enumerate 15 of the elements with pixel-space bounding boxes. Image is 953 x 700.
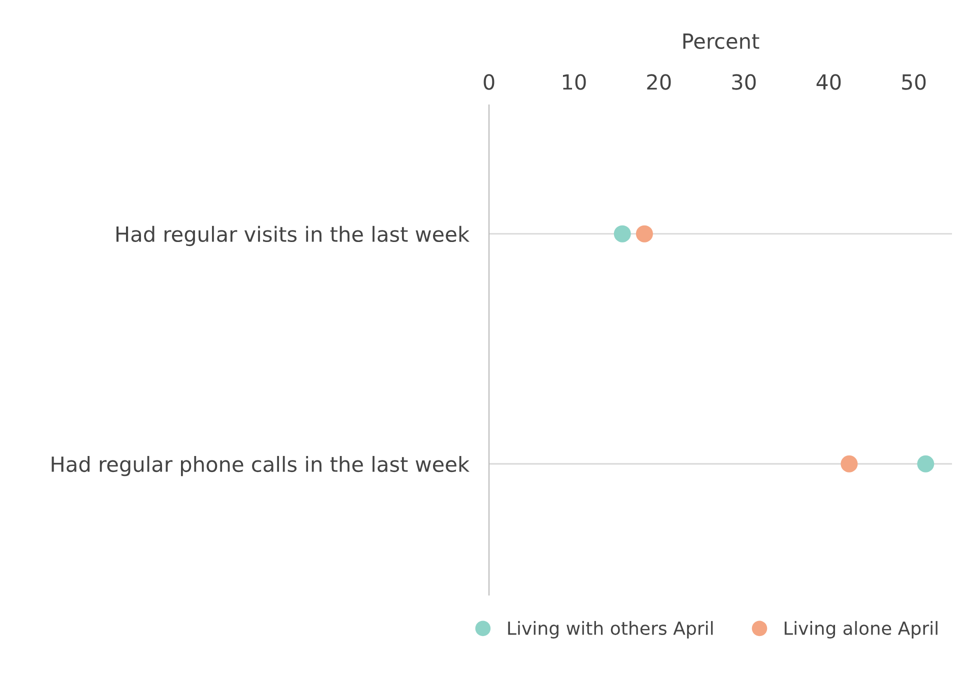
y-tick-label: Had regular visits in the last week bbox=[116, 226, 470, 246]
x-tick-label: 20 bbox=[647, 74, 671, 90]
x-tick-label: 10 bbox=[562, 74, 586, 90]
x-tick-label: 50 bbox=[902, 74, 926, 90]
point bbox=[840, 455, 858, 472]
point bbox=[636, 225, 653, 242]
x-tick-label: 0 bbox=[484, 74, 494, 90]
x-tick-label: 30 bbox=[732, 74, 756, 90]
y-tick-label: Had regular phone calls in the last week bbox=[52, 456, 470, 476]
x-axis-title: Percent bbox=[683, 34, 760, 50]
point bbox=[614, 225, 631, 242]
legend-label: Living with others April bbox=[508, 621, 713, 639]
point bbox=[917, 455, 934, 472]
legend-label: Living alone April bbox=[784, 621, 938, 639]
x-tick-label: 40 bbox=[816, 74, 841, 90]
